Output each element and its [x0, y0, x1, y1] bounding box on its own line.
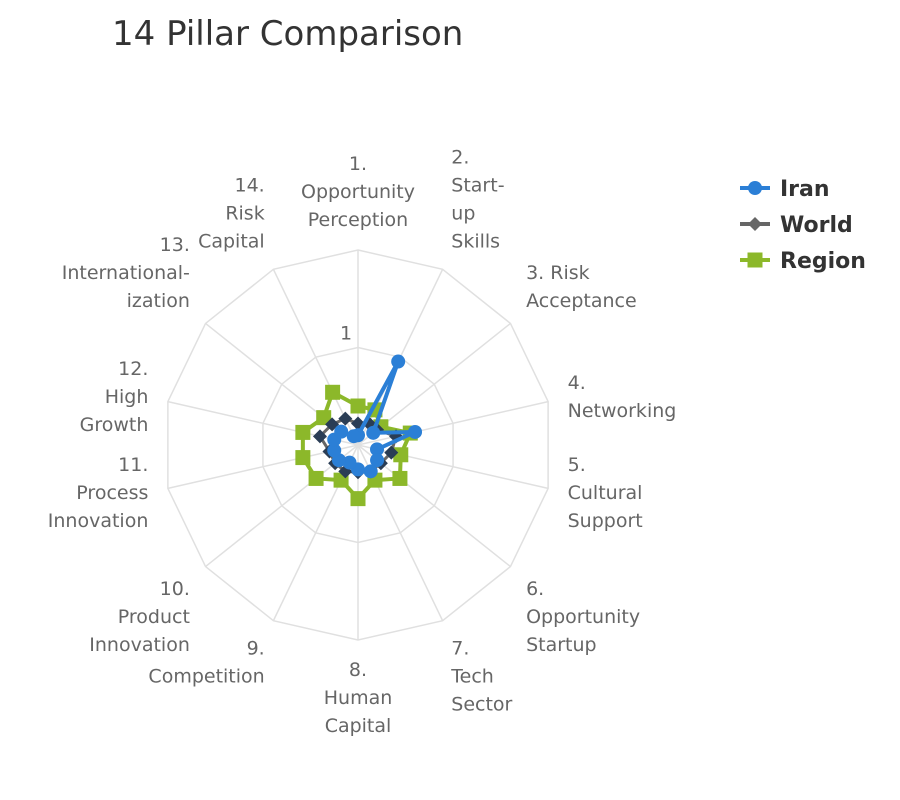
legend-label-iran[interactable]: Iran	[780, 177, 830, 202]
point-region	[350, 398, 366, 414]
point-iran	[363, 464, 378, 479]
legend-marker-region	[747, 252, 763, 268]
category-label: 11. Process Innovation	[48, 454, 149, 532]
point-iran	[342, 455, 357, 470]
point-iran	[327, 443, 342, 458]
point-region	[325, 384, 341, 400]
y-tick-label: 1	[340, 323, 352, 345]
point-iran	[408, 424, 423, 439]
point-world	[338, 411, 353, 426]
point-region	[392, 470, 408, 486]
point-region	[295, 450, 311, 466]
legend-marker-world	[748, 217, 762, 231]
category-label: 5. Cultural Support	[568, 454, 643, 532]
category-label: 9. Competition	[148, 638, 264, 688]
category-label: 8. Human Capital	[324, 659, 393, 737]
point-region	[393, 447, 409, 463]
grid-spoke	[167, 400, 359, 446]
point-iran	[334, 424, 349, 439]
legend-label-world[interactable]: World	[780, 213, 853, 238]
category-label: 14. Risk Capital	[198, 174, 265, 252]
point-region	[316, 410, 332, 426]
category-label: 7. Tech Sector	[450, 638, 512, 716]
category-label: 6. Opportunity Startup	[526, 578, 640, 656]
legend-label-region[interactable]: Region	[780, 249, 866, 274]
category-label: 10. Product Innovation	[89, 578, 190, 656]
point-region	[350, 491, 366, 507]
grid-spoke	[357, 400, 549, 446]
point-world	[312, 429, 327, 444]
category-label: 12. High Growth	[80, 358, 149, 436]
point-iran	[370, 453, 385, 468]
legend-marker-iran	[748, 181, 762, 195]
category-label: 2. Start-up Skills	[451, 146, 504, 252]
point-iran	[366, 425, 381, 440]
category-label: 3. Risk Acceptance	[526, 262, 637, 312]
point-iran	[370, 442, 385, 457]
category-label: 4. Networking	[568, 372, 677, 422]
category-label: 13. International-ization	[62, 234, 190, 312]
point-iran	[346, 429, 361, 444]
category-label: 1. Opportunity Perception	[301, 153, 415, 231]
point-region	[308, 470, 324, 486]
chart-title: 14 Pillar Comparison	[112, 14, 464, 54]
point-region	[295, 424, 311, 440]
point-world	[384, 445, 399, 460]
point-iran	[391, 354, 406, 369]
